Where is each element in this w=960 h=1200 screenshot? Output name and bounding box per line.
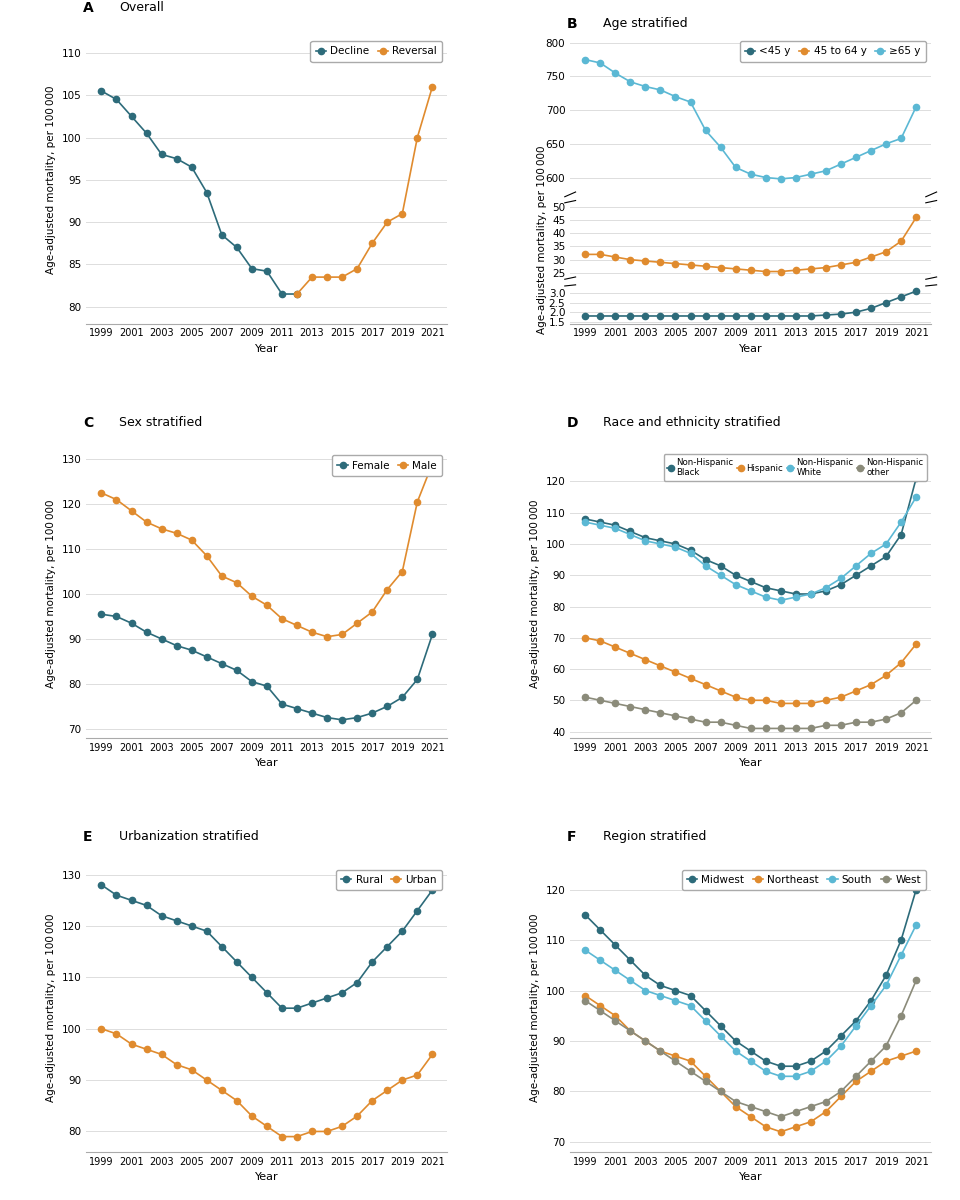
X-axis label: Year: Year — [255, 344, 278, 354]
Text: D: D — [566, 415, 578, 430]
Text: Age stratified: Age stratified — [603, 17, 687, 30]
Text: B: B — [566, 17, 577, 31]
Text: Overall: Overall — [119, 1, 164, 14]
Legend: Rural, Urban: Rural, Urban — [336, 870, 443, 890]
Y-axis label: Age-adjusted mortality, per 100 000: Age-adjusted mortality, per 100 000 — [537, 145, 546, 334]
Legend: Non-Hispanic
Black, Hispanic, Non-Hispanic
White, Non-Hispanic
other: Non-Hispanic Black, Hispanic, Non-Hispan… — [663, 455, 927, 481]
X-axis label: Year: Year — [739, 758, 762, 768]
X-axis label: Year: Year — [739, 344, 762, 354]
Legend: Midwest, Northeast, South, West: Midwest, Northeast, South, West — [682, 870, 926, 890]
X-axis label: Year: Year — [255, 758, 278, 768]
Y-axis label: Age-adjusted mortality, per 100 000: Age-adjusted mortality, per 100 000 — [46, 499, 57, 689]
Text: Region stratified: Region stratified — [603, 830, 706, 842]
Legend: Decline, Reversal: Decline, Reversal — [310, 41, 443, 61]
Text: F: F — [566, 830, 576, 844]
Y-axis label: Age-adjusted mortality, per 100 000: Age-adjusted mortality, per 100 000 — [46, 85, 57, 274]
X-axis label: Year: Year — [255, 1172, 278, 1182]
X-axis label: Year: Year — [739, 1172, 762, 1182]
Text: C: C — [83, 415, 93, 430]
Text: Urbanization stratified: Urbanization stratified — [119, 830, 258, 842]
Legend: Female, Male: Female, Male — [332, 455, 443, 476]
Legend: <45 y, 45 to 64 y, ≥65 y: <45 y, 45 to 64 y, ≥65 y — [739, 41, 926, 61]
Y-axis label: Age-adjusted mortality, per 100 000: Age-adjusted mortality, per 100 000 — [46, 914, 57, 1103]
Y-axis label: Age-adjusted mortality, per 100 000: Age-adjusted mortality, per 100 000 — [530, 914, 540, 1103]
Text: A: A — [83, 1, 93, 16]
Text: E: E — [83, 830, 92, 844]
Text: Sex stratified: Sex stratified — [119, 415, 203, 428]
Text: Race and ethnicity stratified: Race and ethnicity stratified — [603, 415, 780, 428]
Y-axis label: Age-adjusted mortality, per 100 000: Age-adjusted mortality, per 100 000 — [530, 499, 540, 689]
